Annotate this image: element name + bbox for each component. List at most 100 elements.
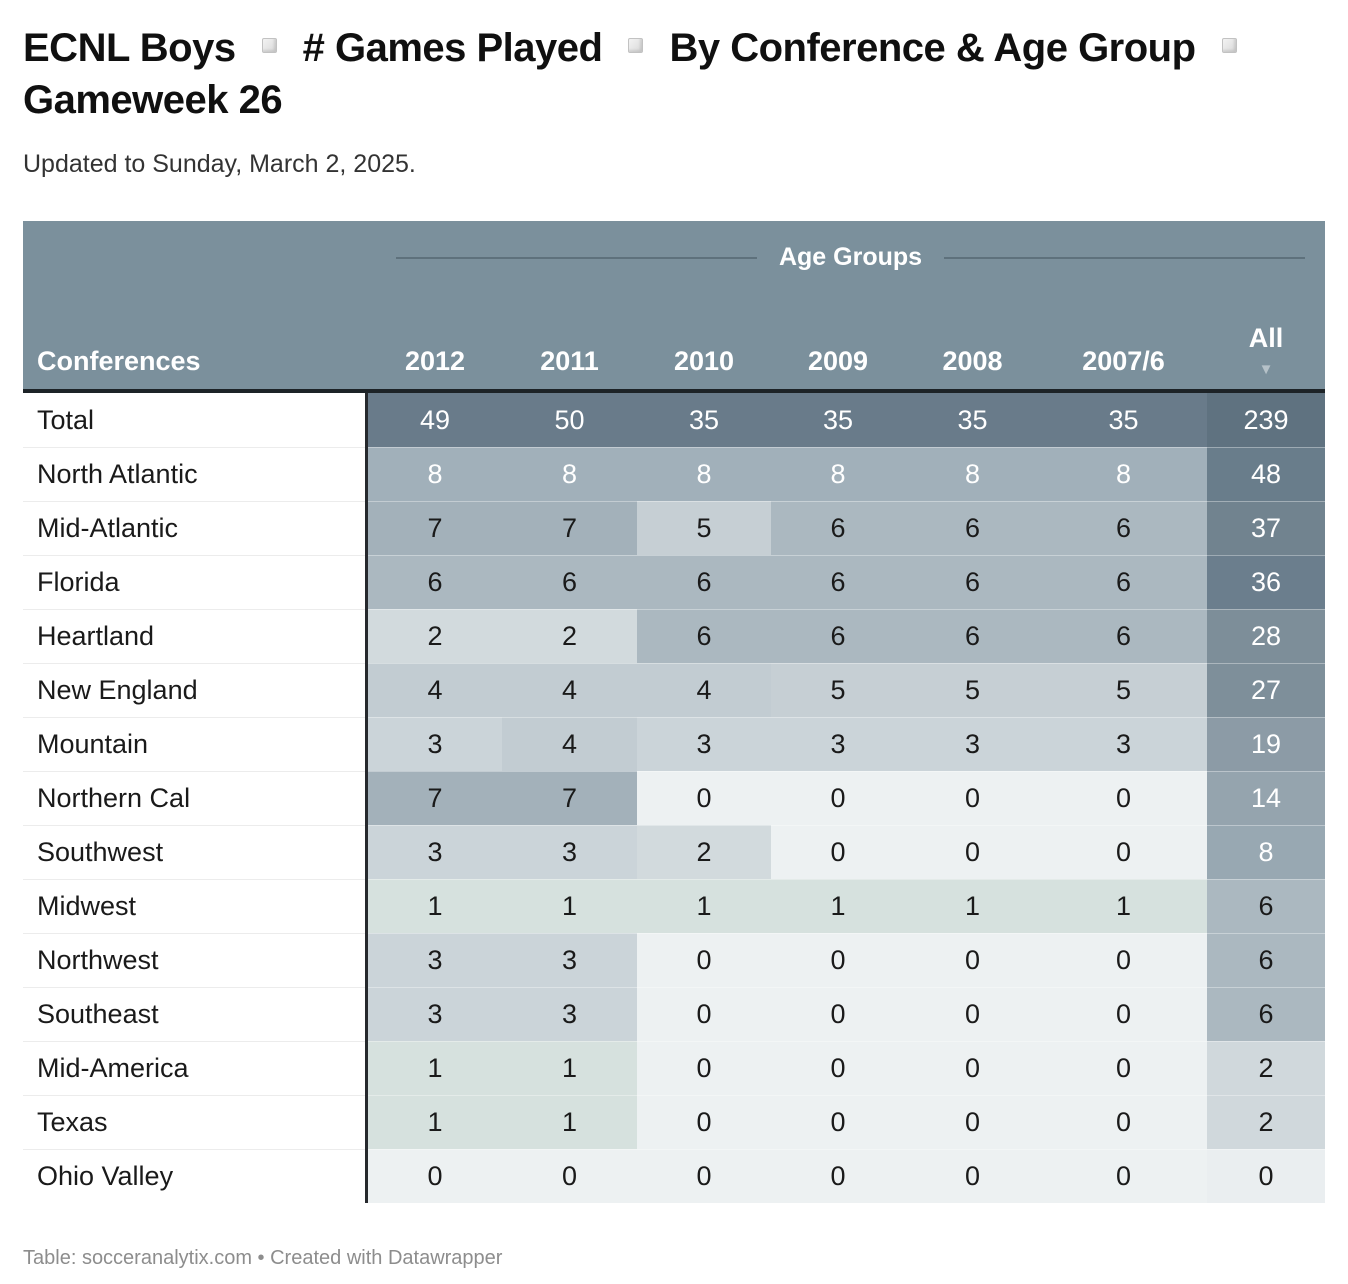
value-cell: 35 bbox=[905, 393, 1040, 447]
value-cell: 1 bbox=[1040, 879, 1207, 933]
value-cell: 8 bbox=[1040, 447, 1207, 501]
datawrapper-link[interactable]: Datawrapper bbox=[387, 1247, 503, 1269]
all-cell: 19 bbox=[1207, 717, 1325, 771]
footer: Table: socceranalytix.com • Created with… bbox=[23, 1247, 1325, 1270]
row-label: Heartland bbox=[23, 609, 368, 663]
table-row: Mid-America 1 1 0 0 0 0 2 bbox=[23, 1041, 1325, 1095]
header-line-left bbox=[396, 256, 757, 259]
value-cell: 8 bbox=[637, 447, 771, 501]
subtitle: Updated to Sunday, March 2, 2025. bbox=[23, 150, 416, 178]
value-cell: 49 bbox=[368, 393, 502, 447]
row-label: Florida bbox=[23, 555, 368, 609]
value-cell: 0 bbox=[771, 825, 905, 879]
value-cell: 6 bbox=[637, 609, 771, 663]
value-cell: 1 bbox=[771, 879, 905, 933]
column-header-2007-6[interactable]: 2007/6 bbox=[1082, 346, 1165, 376]
value-cell: 8 bbox=[905, 447, 1040, 501]
value-cell: 3 bbox=[502, 987, 637, 1041]
value-cell: 4 bbox=[368, 663, 502, 717]
title-segment: Gameweek 26 bbox=[23, 78, 283, 122]
value-cell: 4 bbox=[502, 717, 637, 771]
value-cell: 0 bbox=[502, 1149, 637, 1203]
value-cell: 35 bbox=[637, 393, 771, 447]
square-separator-icon bbox=[628, 38, 644, 53]
value-cell: 0 bbox=[637, 1095, 771, 1149]
table-row: New England 4 4 4 5 5 5 27 bbox=[23, 663, 1325, 717]
all-cell: 0 bbox=[1207, 1149, 1325, 1203]
value-cell: 6 bbox=[1040, 555, 1207, 609]
value-cell: 5 bbox=[1040, 663, 1207, 717]
table-row: Mountain 3 4 3 3 3 3 19 bbox=[23, 717, 1325, 771]
square-separator-icon bbox=[261, 38, 277, 53]
row-label: Northern Cal bbox=[23, 771, 368, 825]
value-cell: 1 bbox=[368, 1041, 502, 1095]
value-cell: 6 bbox=[771, 501, 905, 555]
value-cell: 6 bbox=[771, 609, 905, 663]
value-cell: 0 bbox=[637, 1041, 771, 1095]
value-cell: 0 bbox=[1040, 825, 1207, 879]
header-line-right bbox=[944, 256, 1306, 259]
value-cell: 7 bbox=[368, 501, 502, 555]
value-cell: 0 bbox=[771, 771, 905, 825]
table-body: Total 49 50 35 35 35 35 239 North Atlantic 8 8 8 8 8 8… bbox=[23, 393, 1325, 1203]
table-row: North Atlantic 8 8 8 8 8 8 48 bbox=[23, 447, 1325, 501]
row-label: Mid-America bbox=[23, 1041, 368, 1095]
value-cell: 2 bbox=[502, 609, 637, 663]
value-cell: 1 bbox=[368, 1095, 502, 1149]
value-cell: 0 bbox=[1040, 1095, 1207, 1149]
value-cell: 6 bbox=[905, 609, 1040, 663]
row-label: Total bbox=[23, 393, 368, 447]
row-label: New England bbox=[23, 663, 368, 717]
all-cell: 239 bbox=[1207, 393, 1325, 447]
column-header-all[interactable]: All ▼ bbox=[1207, 323, 1325, 377]
value-cell: 3 bbox=[905, 717, 1040, 771]
table-row: Northwest 3 3 0 0 0 0 6 bbox=[23, 933, 1325, 987]
value-cell: 8 bbox=[502, 447, 637, 501]
value-cell: 0 bbox=[771, 1149, 905, 1203]
title-segment: ECNL Boys bbox=[23, 26, 236, 70]
row-label: Southwest bbox=[23, 825, 368, 879]
table-row: Mid-Atlantic 7 7 5 6 6 6 37 bbox=[23, 501, 1325, 555]
value-cell: 0 bbox=[905, 825, 1040, 879]
value-cell: 0 bbox=[1040, 987, 1207, 1041]
value-cell: 0 bbox=[771, 933, 905, 987]
value-cell: 3 bbox=[502, 933, 637, 987]
value-cell: 0 bbox=[771, 1041, 905, 1095]
value-cell: 6 bbox=[771, 555, 905, 609]
page-title: ECNL Boys # Games Played By Conference & A… bbox=[23, 22, 1325, 126]
table-row: Texas 1 1 0 0 0 0 2 bbox=[23, 1095, 1325, 1149]
value-cell: 0 bbox=[1040, 933, 1207, 987]
value-cell: 50 bbox=[502, 393, 637, 447]
table-header: Age Groups Conferences 2012 2011 2010 2009 2… bbox=[23, 221, 1325, 393]
row-label: Northwest bbox=[23, 933, 368, 987]
column-header-conferences[interactable]: Conferences bbox=[37, 346, 201, 376]
value-cell: 3 bbox=[368, 825, 502, 879]
column-headers: Conferences 2012 2011 2010 2009 2008 2007/6 A… bbox=[23, 323, 1325, 389]
value-cell: 6 bbox=[502, 555, 637, 609]
value-cell: 0 bbox=[1040, 1149, 1207, 1203]
value-cell: 0 bbox=[637, 771, 771, 825]
age-groups-label: Age Groups bbox=[778, 243, 923, 271]
column-header-2009[interactable]: 2009 bbox=[807, 346, 869, 376]
square-separator-icon bbox=[1221, 38, 1237, 53]
table-row: Midwest 1 1 1 1 1 1 6 bbox=[23, 879, 1325, 933]
value-cell: 2 bbox=[368, 609, 502, 663]
column-header-2008[interactable]: 2008 bbox=[942, 346, 1003, 376]
column-header-2011[interactable]: 2011 bbox=[540, 346, 599, 376]
row-label: Southeast bbox=[23, 987, 368, 1041]
all-cell: 2 bbox=[1207, 1041, 1325, 1095]
games-table: Age Groups Conferences 2012 2011 2010 2009 2… bbox=[23, 221, 1325, 1203]
row-label: Texas bbox=[23, 1095, 368, 1149]
value-cell: 8 bbox=[771, 447, 905, 501]
value-cell: 1 bbox=[368, 879, 502, 933]
table-row: Ohio Valley 0 0 0 0 0 0 0 bbox=[23, 1149, 1325, 1203]
value-cell: 0 bbox=[905, 1041, 1040, 1095]
source-link[interactable]: socceranalytix.com bbox=[81, 1247, 252, 1269]
all-cell: 28 bbox=[1207, 609, 1325, 663]
all-cell: 8 bbox=[1207, 825, 1325, 879]
column-header-2012[interactable]: 2012 bbox=[404, 346, 466, 376]
column-header-2010[interactable]: 2010 bbox=[673, 346, 735, 376]
all-cell: 27 bbox=[1207, 663, 1325, 717]
value-cell: 4 bbox=[502, 663, 637, 717]
